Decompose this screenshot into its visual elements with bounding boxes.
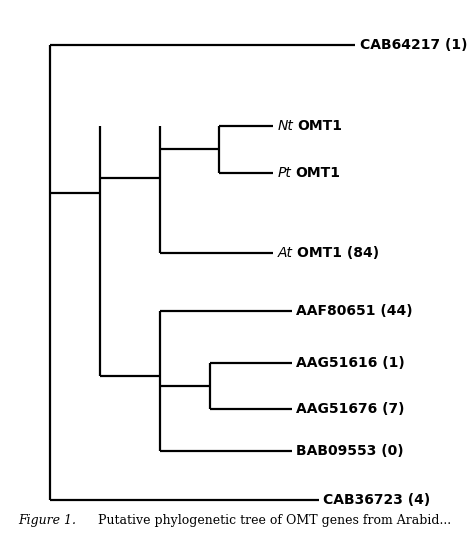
Text: BAB09553 (0): BAB09553 (0): [296, 444, 404, 458]
Text: Pt: Pt: [278, 166, 292, 179]
Text: OMT1: OMT1: [298, 119, 343, 132]
Text: AAG51616 (1): AAG51616 (1): [296, 356, 405, 370]
Text: AAF80651 (44): AAF80651 (44): [296, 304, 413, 317]
Text: AAG51676 (7): AAG51676 (7): [296, 402, 405, 417]
Text: CAB64217 (1): CAB64217 (1): [360, 38, 467, 52]
Text: Figure 1.: Figure 1.: [18, 514, 77, 527]
Text: OMT1: OMT1: [295, 166, 340, 179]
Text: OMT1 (84): OMT1 (84): [297, 246, 379, 260]
Text: Putative phylogenetic tree of OMT genes from Arabid...: Putative phylogenetic tree of OMT genes …: [91, 514, 452, 527]
Text: Nt: Nt: [278, 119, 294, 132]
Text: At: At: [278, 246, 293, 260]
Text: CAB36723 (4): CAB36723 (4): [323, 493, 431, 506]
